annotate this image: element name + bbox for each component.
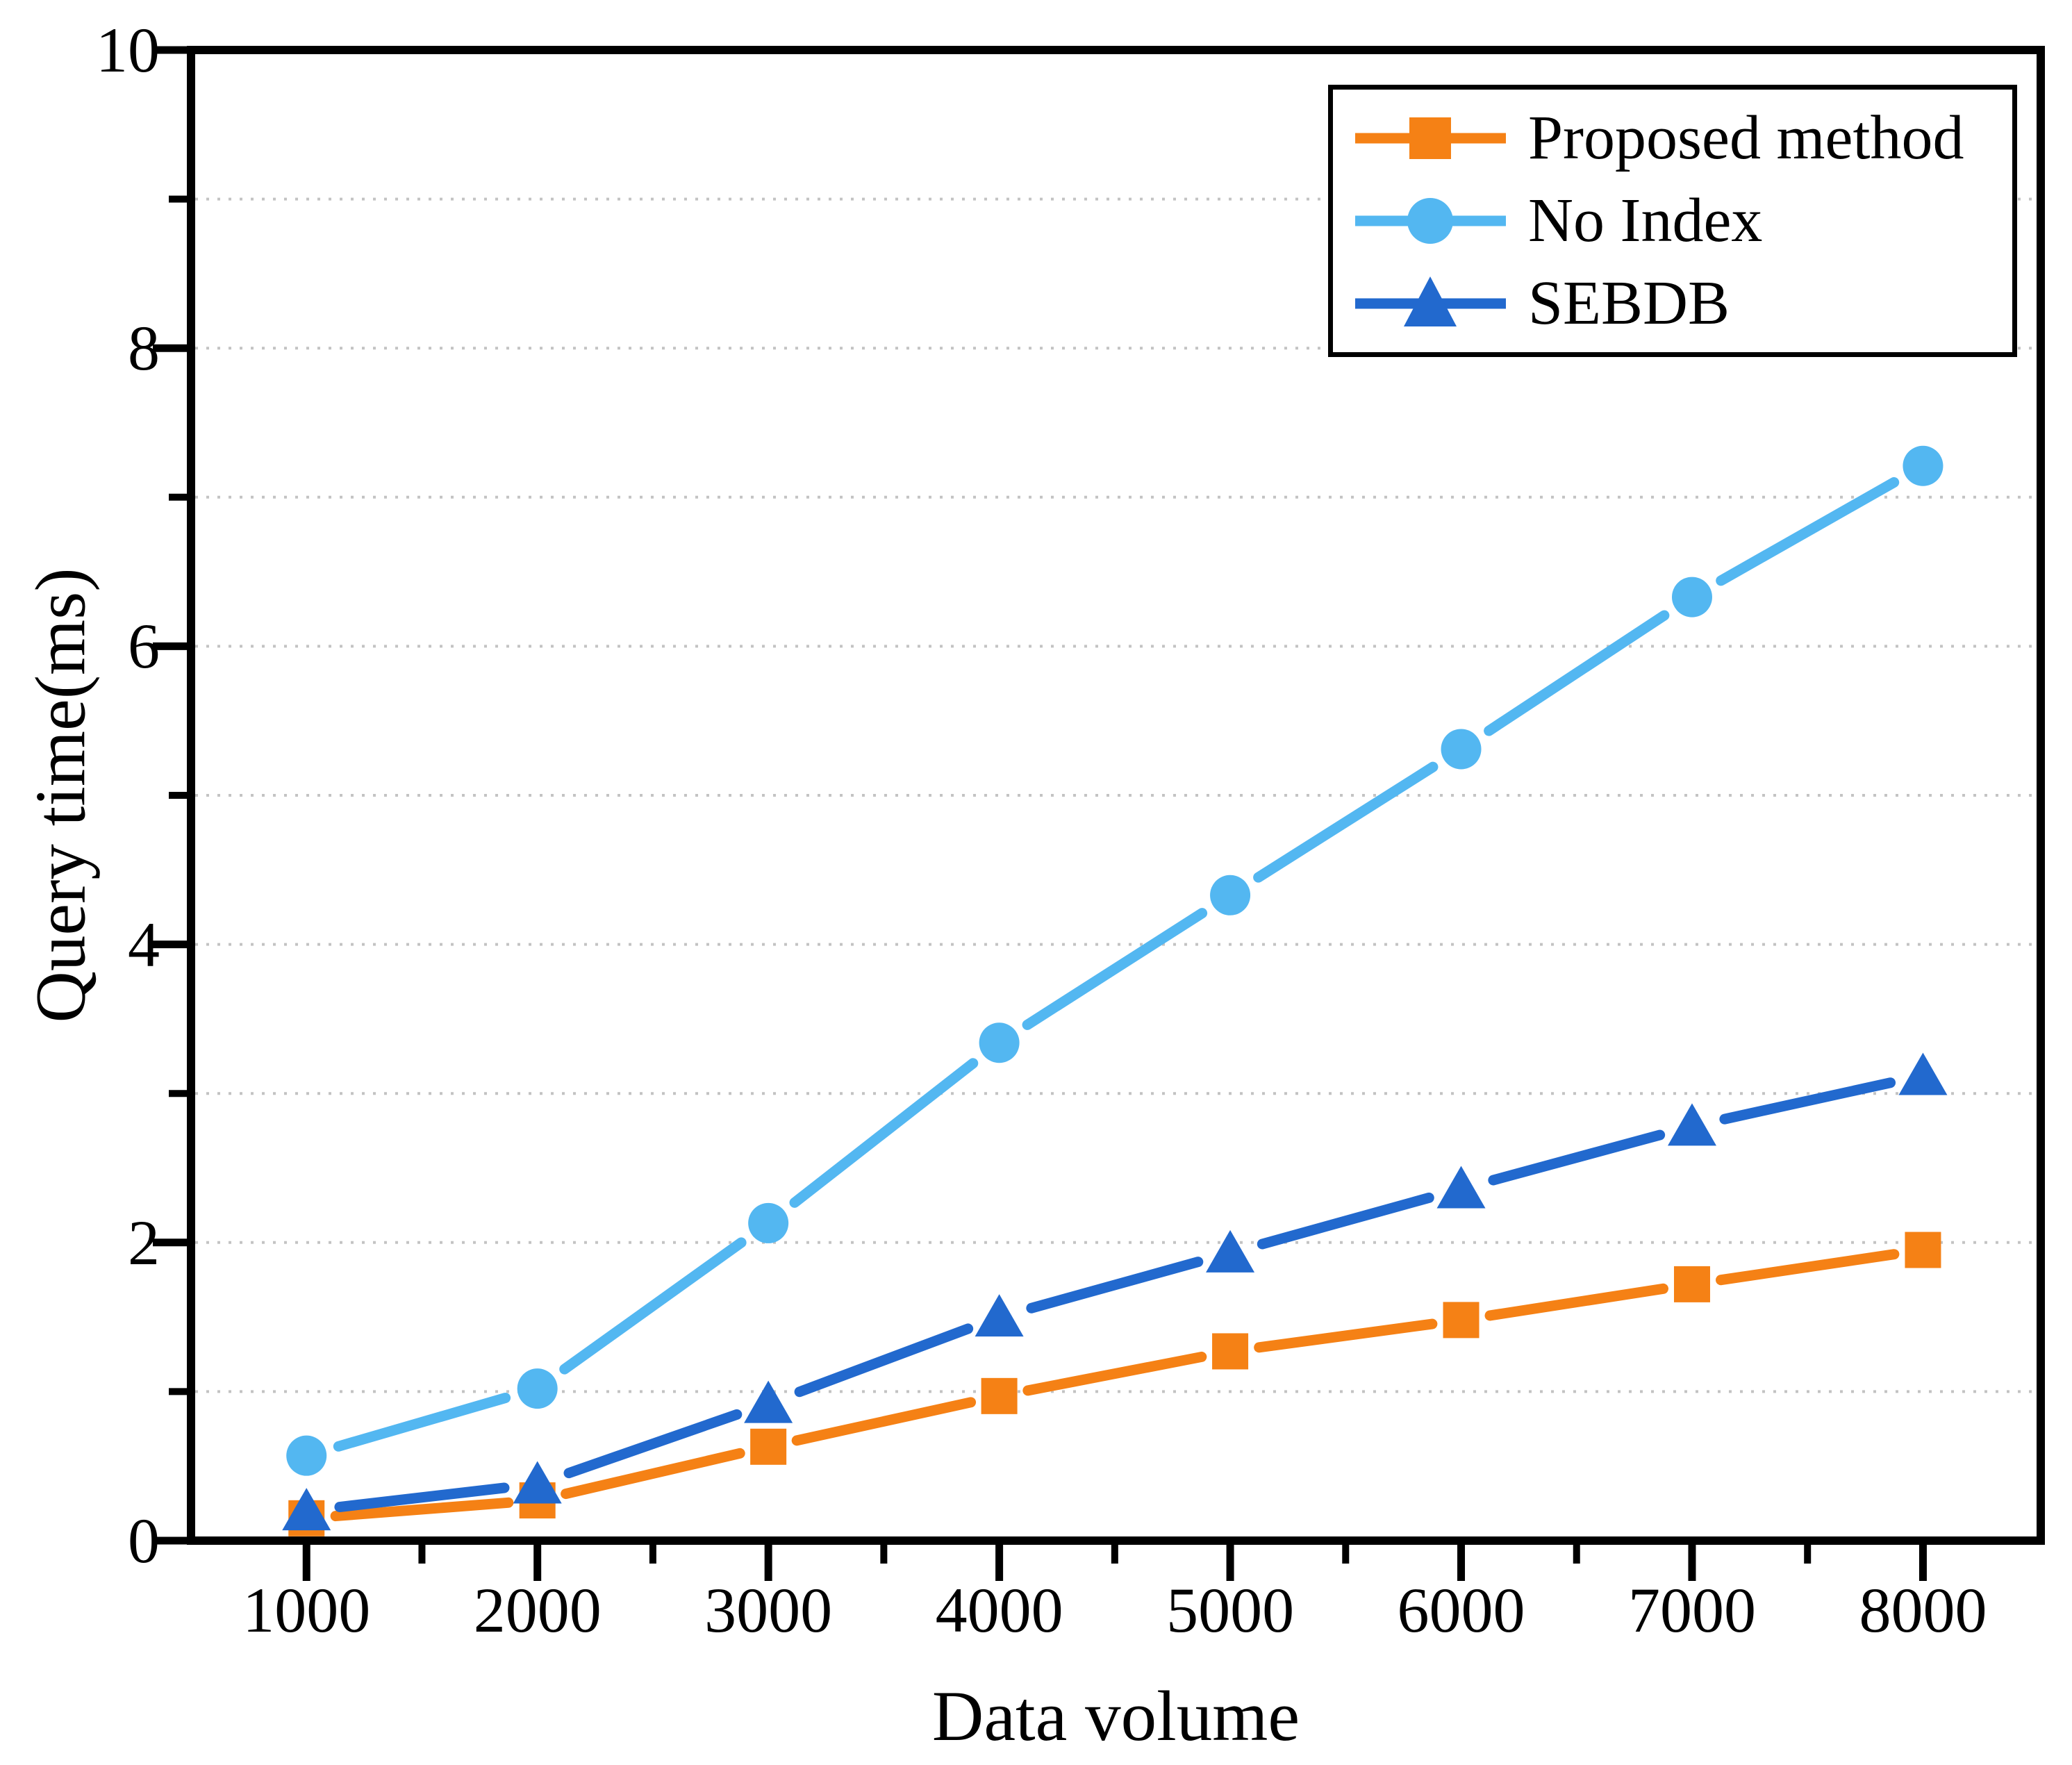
marker-circle: [979, 1022, 1020, 1063]
marker-square: [1673, 1266, 1710, 1302]
series-line-no-index: [1022, 908, 1208, 1030]
x-tick-label-8000: 8000: [1859, 1575, 1987, 1646]
marker-triangle: [1898, 1052, 1948, 1095]
x-tick-label-5000: 5000: [1166, 1575, 1295, 1646]
y-axis-title: Query time(ms): [21, 567, 101, 1023]
series-line-sebdb: [1026, 1257, 1204, 1314]
series-line-sebdb: [1257, 1192, 1434, 1250]
y-tick-label-6: 6: [128, 611, 160, 682]
legend-item-no-index: No Index: [1352, 183, 2012, 259]
legend-item-sebdb: SEBDB: [1352, 265, 2012, 342]
legend-label: No Index: [1528, 185, 1763, 255]
series-line-sebdb: [794, 1323, 974, 1398]
series-line-proposed-method: [561, 1448, 745, 1500]
series-line-proposed-method: [330, 1497, 514, 1522]
marker-circle: [1903, 445, 1943, 486]
marker-square: [1212, 1333, 1249, 1370]
x-tick-label-2000: 2000: [473, 1575, 602, 1646]
legend-label: Proposed method: [1528, 103, 1964, 172]
series-line-sebdb: [1719, 1077, 1896, 1125]
marker-circle: [1210, 875, 1251, 915]
series-line-proposed-method: [791, 1397, 977, 1446]
series-line-sebdb: [1488, 1129, 1666, 1186]
legend-label: SEBDB: [1528, 269, 1730, 338]
marker-square: [981, 1377, 1018, 1414]
legend-marker-circle: [1355, 197, 1506, 244]
series-line-no-index: [1716, 477, 1900, 586]
marker-circle: [517, 1368, 558, 1409]
y-tick-label-8: 8: [128, 313, 160, 384]
series-line-proposed-method: [1484, 1283, 1668, 1321]
series-line-no-index: [789, 1058, 979, 1208]
series-line-no-index: [559, 1237, 747, 1375]
series-line-sebdb: [563, 1409, 743, 1479]
marker-circle: [1671, 577, 1712, 618]
legend: Proposed method No Index SEBDB: [1328, 85, 2017, 357]
series-line-sebdb: [334, 1482, 510, 1513]
marker-triangle: [975, 1294, 1024, 1337]
y-tick-label-4: 4: [128, 909, 160, 980]
marker-square: [1443, 1302, 1480, 1339]
legend-item-proposed-method: Proposed method: [1352, 100, 2012, 176]
x-tick-label-7000: 7000: [1627, 1575, 1756, 1646]
marker-circle: [286, 1435, 327, 1476]
x-tick-label-3000: 3000: [704, 1575, 833, 1646]
series-line-no-index: [333, 1392, 511, 1452]
y-tick-label-2: 2: [128, 1207, 160, 1278]
marker-square: [750, 1428, 787, 1465]
marker-triangle: [1206, 1229, 1255, 1273]
series-line-no-index: [1253, 761, 1439, 883]
marker-triangle: [282, 1488, 331, 1531]
marker-triangle: [1436, 1166, 1486, 1209]
marker-triangle: [1667, 1103, 1716, 1146]
x-tick-label-1000: 1000: [242, 1575, 371, 1646]
legend-marker-triangle: [1355, 276, 1506, 327]
series-line-proposed-method: [1254, 1318, 1438, 1353]
marker-circle: [1441, 729, 1482, 770]
x-axis-title: Data volume: [931, 1677, 1300, 1756]
series-line-proposed-method: [1716, 1249, 1900, 1286]
x-tick-label-6000: 6000: [1397, 1575, 1525, 1646]
legend-marker-square: [1355, 117, 1506, 159]
y-tick-label-10: 10: [96, 15, 160, 85]
marker-square: [1905, 1232, 1941, 1268]
x-tick-label-4000: 4000: [935, 1575, 1063, 1646]
marker-circle: [748, 1202, 789, 1243]
series-line-no-index: [1484, 610, 1670, 736]
series-line-proposed-method: [1022, 1351, 1207, 1396]
marker-triangle: [744, 1380, 793, 1423]
marker-triangle: [513, 1461, 562, 1504]
y-tick-label-0: 0: [128, 1505, 160, 1576]
